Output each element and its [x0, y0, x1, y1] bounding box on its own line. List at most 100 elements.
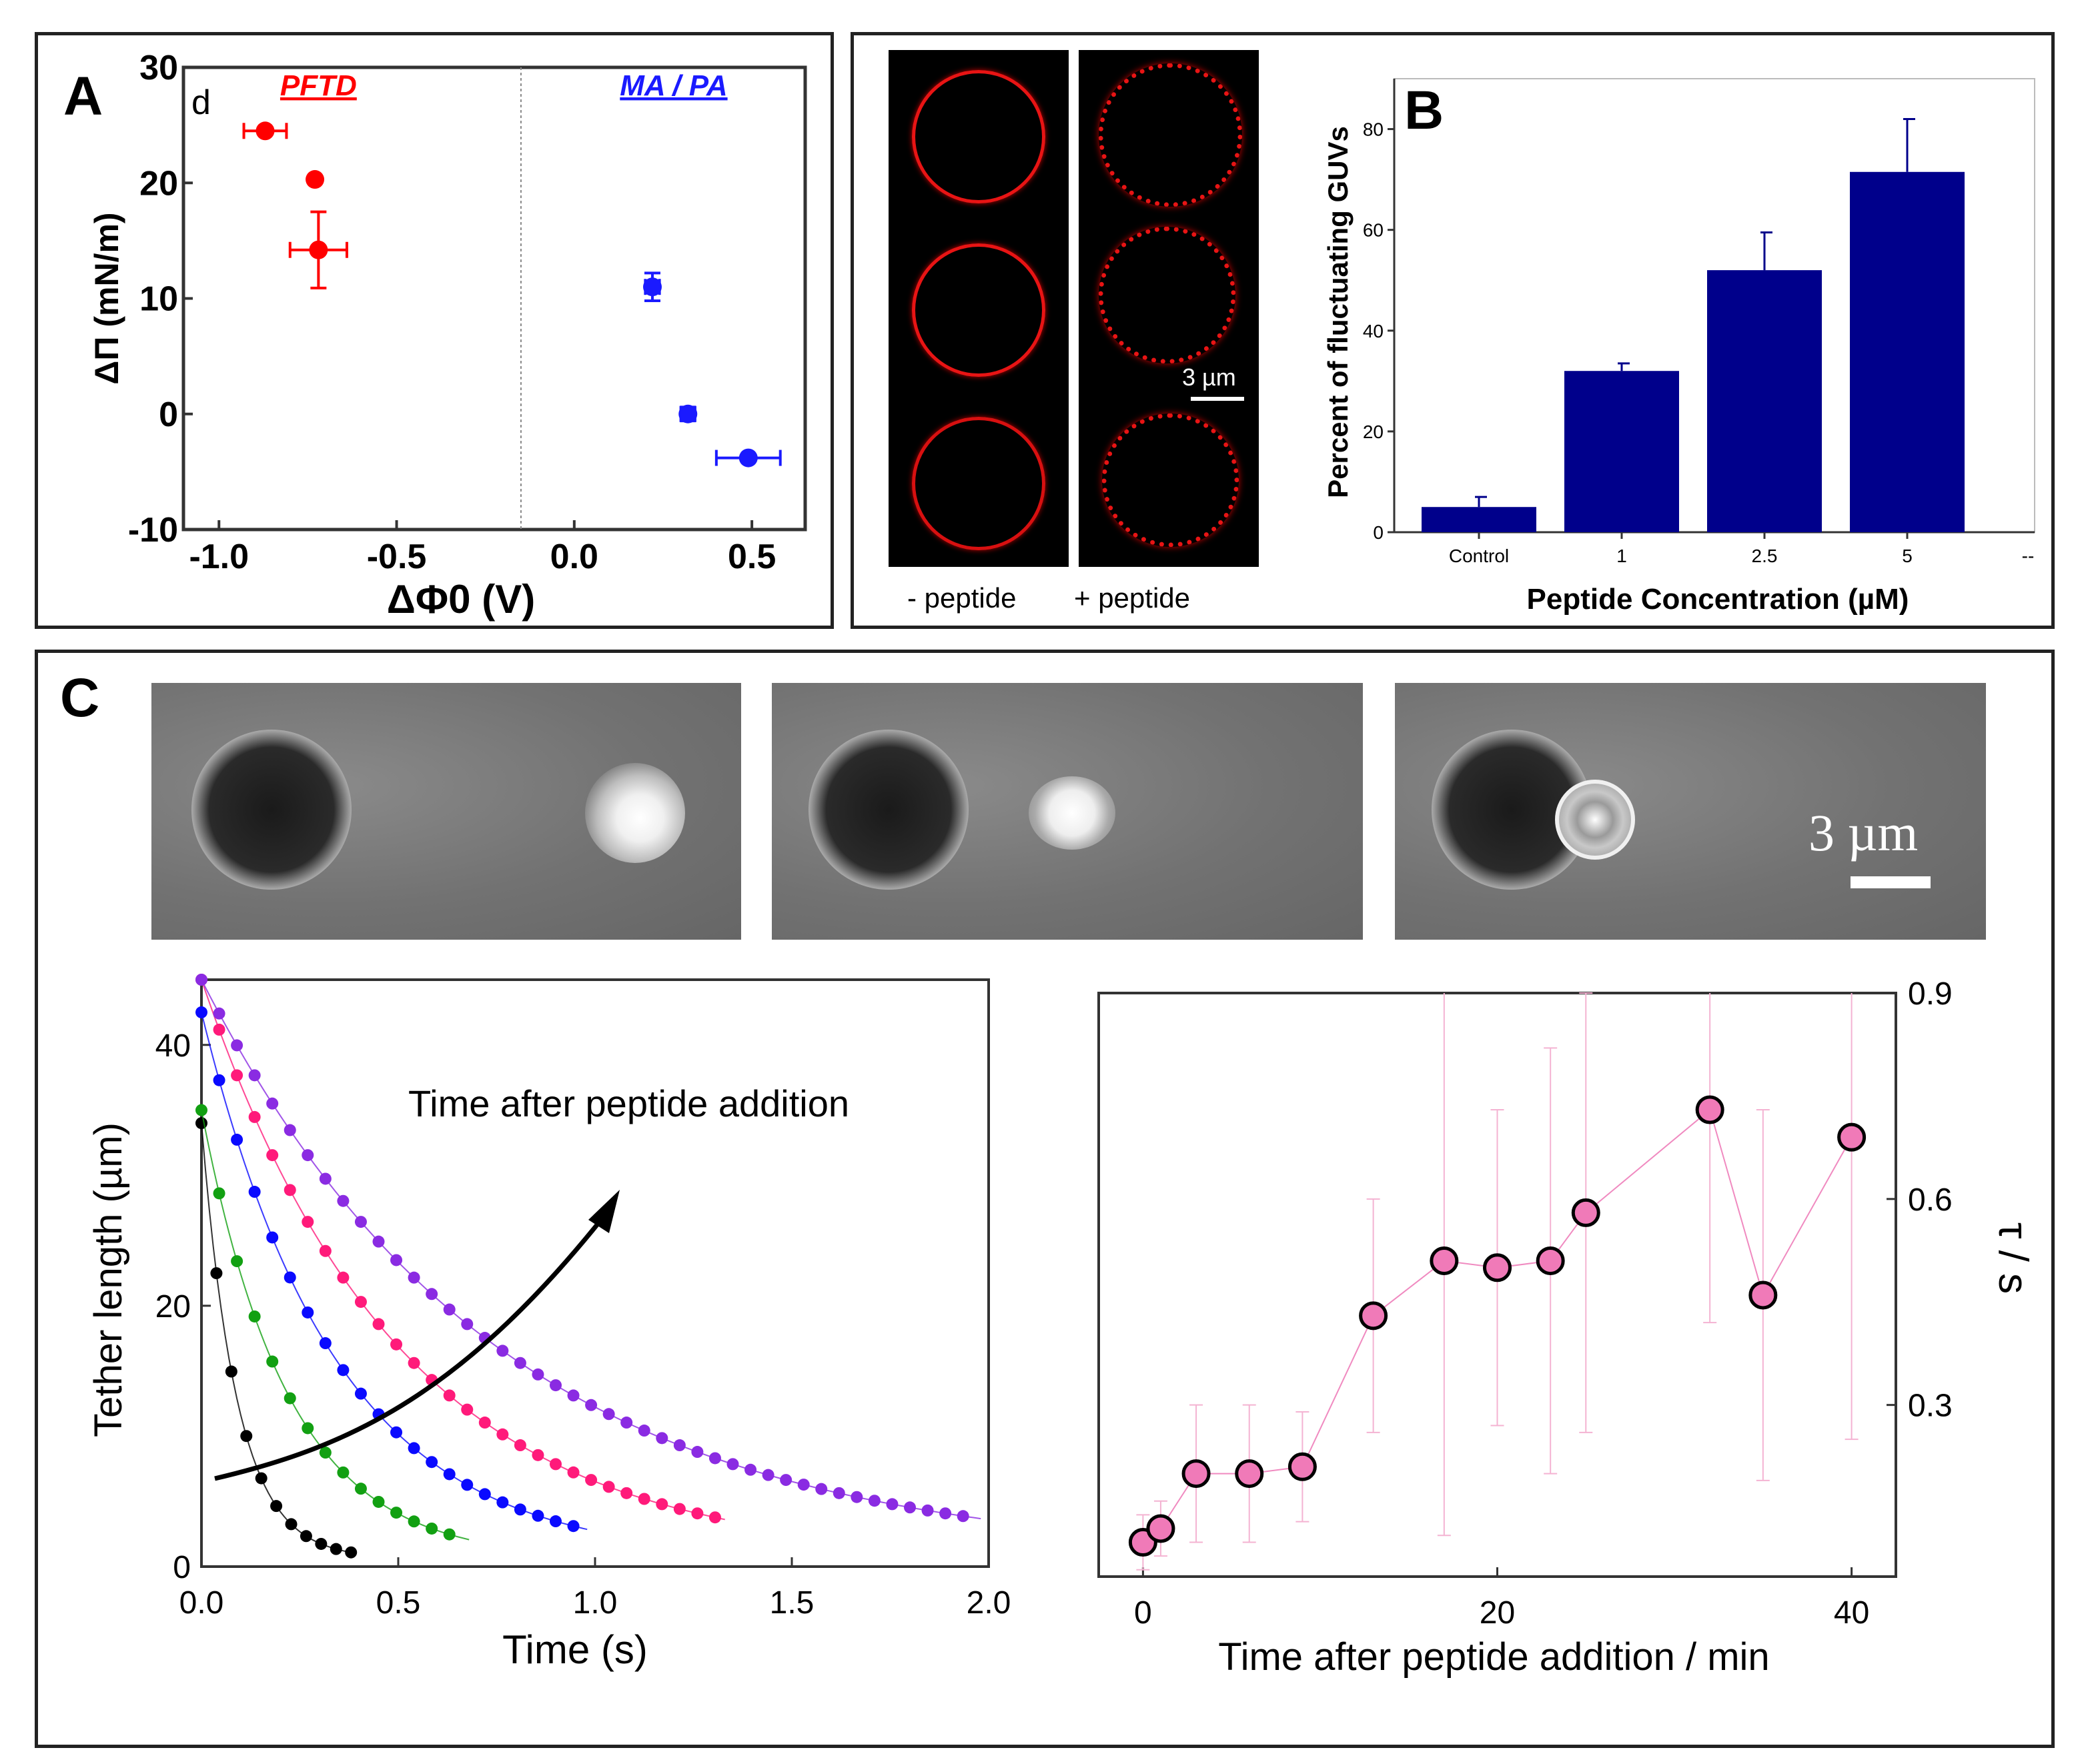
fit-curve — [201, 979, 725, 1521]
y-tick-label: 0 — [173, 1550, 191, 1585]
micrograph-minus-peptide — [889, 50, 1069, 567]
data-point — [904, 1501, 916, 1514]
x-tick-label: 2.0 — [967, 1585, 1011, 1621]
data-point — [408, 1442, 420, 1455]
trend-arrow — [214, 1204, 614, 1481]
x-axis-label: ΔΦ0 (V) — [387, 577, 535, 622]
data-point — [195, 1104, 207, 1116]
data-point — [708, 1452, 721, 1465]
data-point — [319, 1337, 332, 1350]
data-point — [195, 1117, 207, 1130]
data-point — [345, 1546, 358, 1559]
data-point — [1235, 1459, 1264, 1489]
x-tick-label: Control — [1449, 546, 1509, 566]
data-point — [255, 1472, 268, 1485]
data-point — [656, 1498, 668, 1511]
data-point — [496, 1345, 509, 1357]
data-point — [390, 1254, 403, 1266]
data-point — [426, 1522, 438, 1535]
panel-label-c: C — [60, 668, 100, 728]
data-point — [1536, 1246, 1565, 1275]
data-point — [372, 1318, 385, 1331]
bead — [809, 730, 969, 890]
data-point — [780, 1474, 793, 1487]
data-point — [354, 1296, 367, 1308]
plot-frame — [181, 65, 807, 532]
y-tick-label: 10 — [139, 280, 178, 319]
chart-c-left: 0.0 0.5 1.0 1.5 2.0 0 20 40 Time (s) Tether lengt… — [87, 974, 1011, 1672]
data-point — [602, 1481, 615, 1493]
data-point — [1571, 1198, 1600, 1227]
data-point — [1748, 1280, 1778, 1310]
data-point — [738, 448, 758, 468]
vesicle — [585, 763, 685, 863]
data-point — [266, 1355, 279, 1368]
data-point — [461, 1479, 474, 1491]
data-point — [302, 1216, 314, 1228]
data-point — [315, 1537, 328, 1550]
data-point — [284, 1124, 296, 1136]
y-tick-label: 60 — [1363, 220, 1384, 241]
data-point — [921, 1504, 934, 1517]
data-point — [1287, 1452, 1317, 1481]
data-point — [248, 1186, 261, 1198]
data-point — [354, 1387, 367, 1400]
data-point — [567, 1466, 580, 1479]
fit-curve — [201, 979, 981, 1520]
data-point — [461, 1403, 474, 1416]
data-point — [762, 1469, 774, 1481]
phase-image-3: 3 µm — [1395, 683, 1986, 940]
data-point — [408, 1515, 420, 1528]
data-point — [443, 1303, 456, 1316]
data-point — [815, 1483, 828, 1495]
x-tick-label: -1.0 — [189, 538, 249, 576]
y-tick-label: 0.9 — [1908, 976, 1953, 1012]
data-point — [330, 1543, 342, 1555]
x-tick-label: 5 — [1902, 546, 1913, 566]
scale-bar — [1851, 876, 1931, 888]
x-axis-label: Time (s) — [502, 1627, 648, 1672]
data-point — [372, 1495, 385, 1508]
data-point — [319, 1447, 332, 1459]
data-point — [550, 1515, 562, 1528]
annotation-text: Time after peptide addition — [408, 1082, 849, 1124]
data-point — [195, 1006, 207, 1018]
data-point — [567, 1520, 580, 1533]
data-point — [585, 1474, 598, 1487]
bar — [1707, 270, 1822, 532]
x-tick-label: -0.5 — [367, 538, 427, 576]
data-point — [851, 1491, 863, 1503]
scale-bar-label: 3 µm — [1182, 363, 1236, 391]
y-tick-label: 40 — [1363, 321, 1384, 341]
data-point — [496, 1496, 509, 1509]
y-axis-label: ΔΠ (mN/m) — [88, 212, 125, 384]
data-point — [1181, 1459, 1211, 1489]
vesicle-ring — [912, 70, 1045, 203]
scale-bar-label: 3 µm — [1808, 804, 1919, 862]
vesicle-ring — [1099, 63, 1242, 207]
data-point — [337, 1466, 350, 1479]
panel-label-b: B — [1404, 80, 1444, 141]
x-axis-label: Time after peptide addition / min — [1218, 1635, 1769, 1679]
data-point — [585, 1399, 598, 1411]
data-point — [302, 1149, 314, 1162]
data-point — [461, 1318, 474, 1331]
data-point — [284, 1184, 296, 1196]
data-point — [673, 1503, 686, 1515]
data-point — [408, 1357, 420, 1369]
data-point — [319, 1172, 332, 1185]
data-point — [532, 1509, 544, 1522]
y-tick-label: 0 — [1373, 522, 1384, 543]
x-tick-label: 40 — [1834, 1595, 1869, 1631]
data-point — [620, 1417, 633, 1429]
chart-c-right: 0 20 40 0.3 0.6 0.9 Time after peptide additio… — [1097, 976, 2036, 1679]
y-tick-label: 0 — [159, 395, 178, 434]
panel-b: 3 µm - peptide + peptide 0 20 40 60 80 Contro… — [851, 32, 2055, 629]
fit-curve — [201, 1110, 470, 1541]
data-point — [372, 1235, 385, 1248]
y-tick-label: 20 — [139, 164, 178, 203]
bar — [1422, 507, 1536, 532]
x-tick-label: 0.0 — [550, 538, 598, 576]
bead — [191, 730, 352, 890]
corner-label: d — [191, 83, 211, 122]
